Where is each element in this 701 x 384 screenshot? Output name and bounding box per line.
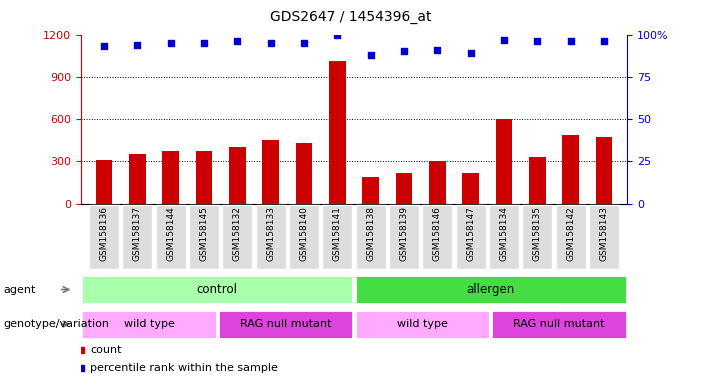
Text: GSM158139: GSM158139 bbox=[400, 206, 409, 261]
Bar bbox=[463, 173, 479, 204]
FancyBboxPatch shape bbox=[589, 205, 619, 270]
Text: GSM158145: GSM158145 bbox=[200, 206, 208, 261]
Bar bbox=[229, 147, 245, 204]
Text: GSM158146: GSM158146 bbox=[433, 206, 442, 261]
Text: allergen: allergen bbox=[467, 283, 515, 296]
Text: RAG null mutant: RAG null mutant bbox=[513, 319, 605, 329]
Bar bbox=[596, 137, 613, 204]
FancyBboxPatch shape bbox=[222, 205, 252, 270]
FancyBboxPatch shape bbox=[556, 205, 586, 270]
FancyBboxPatch shape bbox=[355, 205, 386, 270]
Text: agent: agent bbox=[4, 285, 36, 295]
Text: count: count bbox=[90, 345, 122, 355]
Bar bbox=[395, 173, 412, 204]
Bar bbox=[95, 160, 112, 204]
Point bbox=[465, 50, 476, 56]
Bar bbox=[529, 157, 545, 204]
Text: GSM158136: GSM158136 bbox=[100, 206, 109, 261]
Bar bbox=[362, 177, 379, 204]
Point bbox=[432, 47, 443, 53]
Text: GSM158138: GSM158138 bbox=[366, 206, 375, 261]
FancyBboxPatch shape bbox=[256, 205, 286, 270]
FancyBboxPatch shape bbox=[289, 205, 319, 270]
Bar bbox=[163, 151, 179, 204]
FancyBboxPatch shape bbox=[81, 310, 217, 339]
Bar bbox=[429, 161, 446, 204]
FancyBboxPatch shape bbox=[489, 205, 519, 270]
Text: genotype/variation: genotype/variation bbox=[4, 319, 109, 329]
Text: GSM158144: GSM158144 bbox=[166, 206, 175, 261]
Text: GSM158147: GSM158147 bbox=[466, 206, 475, 261]
FancyBboxPatch shape bbox=[491, 310, 627, 339]
Text: percentile rank within the sample: percentile rank within the sample bbox=[90, 363, 278, 373]
Text: GSM158143: GSM158143 bbox=[599, 206, 608, 261]
Text: GSM158140: GSM158140 bbox=[299, 206, 308, 261]
Text: control: control bbox=[197, 283, 238, 296]
Bar bbox=[129, 154, 146, 204]
Point bbox=[132, 41, 143, 48]
Point bbox=[299, 40, 310, 46]
Point bbox=[532, 38, 543, 45]
Bar bbox=[196, 151, 212, 204]
Point bbox=[198, 40, 210, 46]
Point bbox=[498, 36, 510, 43]
Text: wild type: wild type bbox=[397, 319, 448, 329]
Point bbox=[332, 31, 343, 38]
Point bbox=[165, 40, 176, 46]
FancyBboxPatch shape bbox=[355, 310, 490, 339]
Text: GSM158142: GSM158142 bbox=[566, 206, 576, 261]
Bar bbox=[329, 61, 346, 204]
Bar bbox=[262, 140, 279, 204]
Text: GSM158135: GSM158135 bbox=[533, 206, 542, 261]
Text: GSM158133: GSM158133 bbox=[266, 206, 275, 261]
Point bbox=[365, 52, 376, 58]
Text: wild type: wild type bbox=[123, 319, 175, 329]
FancyBboxPatch shape bbox=[423, 205, 452, 270]
FancyBboxPatch shape bbox=[89, 205, 119, 270]
FancyBboxPatch shape bbox=[322, 205, 353, 270]
Text: GSM158137: GSM158137 bbox=[132, 206, 142, 261]
Text: GDS2647 / 1454396_at: GDS2647 / 1454396_at bbox=[270, 10, 431, 23]
FancyBboxPatch shape bbox=[456, 205, 486, 270]
Text: RAG null mutant: RAG null mutant bbox=[240, 319, 332, 329]
Bar bbox=[296, 143, 313, 204]
FancyBboxPatch shape bbox=[189, 205, 219, 270]
Text: GSM158134: GSM158134 bbox=[500, 206, 508, 261]
Point bbox=[565, 38, 576, 45]
Bar bbox=[562, 134, 579, 204]
Point bbox=[232, 38, 243, 45]
Point bbox=[265, 40, 276, 46]
Text: GSM158141: GSM158141 bbox=[333, 206, 342, 261]
FancyBboxPatch shape bbox=[81, 275, 353, 304]
FancyBboxPatch shape bbox=[122, 205, 152, 270]
Bar bbox=[496, 119, 512, 204]
FancyBboxPatch shape bbox=[156, 205, 186, 270]
Point bbox=[599, 38, 610, 45]
FancyBboxPatch shape bbox=[218, 310, 353, 339]
FancyBboxPatch shape bbox=[355, 275, 627, 304]
FancyBboxPatch shape bbox=[522, 205, 552, 270]
Point bbox=[98, 43, 109, 50]
Point bbox=[398, 48, 409, 55]
FancyBboxPatch shape bbox=[389, 205, 419, 270]
Text: GSM158132: GSM158132 bbox=[233, 206, 242, 261]
